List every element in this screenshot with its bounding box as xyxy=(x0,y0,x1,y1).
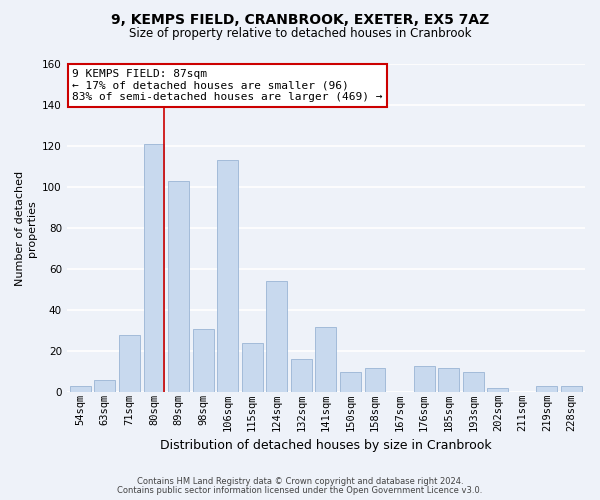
Bar xyxy=(536,386,557,392)
X-axis label: Distribution of detached houses by size in Cranbrook: Distribution of detached houses by size … xyxy=(160,440,491,452)
Bar xyxy=(217,160,238,392)
Bar xyxy=(463,372,484,392)
Bar xyxy=(94,380,115,392)
Bar xyxy=(193,328,214,392)
Bar xyxy=(242,343,263,392)
Text: 9, KEMPS FIELD, CRANBROOK, EXETER, EX5 7AZ: 9, KEMPS FIELD, CRANBROOK, EXETER, EX5 7… xyxy=(111,12,489,26)
Bar xyxy=(340,372,361,392)
Bar xyxy=(70,386,91,392)
Bar xyxy=(143,144,164,392)
Y-axis label: Number of detached
properties: Number of detached properties xyxy=(15,170,37,285)
Bar xyxy=(291,360,312,392)
Text: Size of property relative to detached houses in Cranbrook: Size of property relative to detached ho… xyxy=(129,28,471,40)
Bar xyxy=(168,181,189,392)
Bar xyxy=(438,368,459,392)
Bar xyxy=(487,388,508,392)
Bar xyxy=(316,326,337,392)
Text: 9 KEMPS FIELD: 87sqm
← 17% of detached houses are smaller (96)
83% of semi-detac: 9 KEMPS FIELD: 87sqm ← 17% of detached h… xyxy=(72,69,382,102)
Bar xyxy=(561,386,582,392)
Text: Contains HM Land Registry data © Crown copyright and database right 2024.: Contains HM Land Registry data © Crown c… xyxy=(137,477,463,486)
Bar xyxy=(413,366,434,392)
Bar xyxy=(119,335,140,392)
Text: Contains public sector information licensed under the Open Government Licence v3: Contains public sector information licen… xyxy=(118,486,482,495)
Bar xyxy=(266,282,287,393)
Bar xyxy=(365,368,385,392)
